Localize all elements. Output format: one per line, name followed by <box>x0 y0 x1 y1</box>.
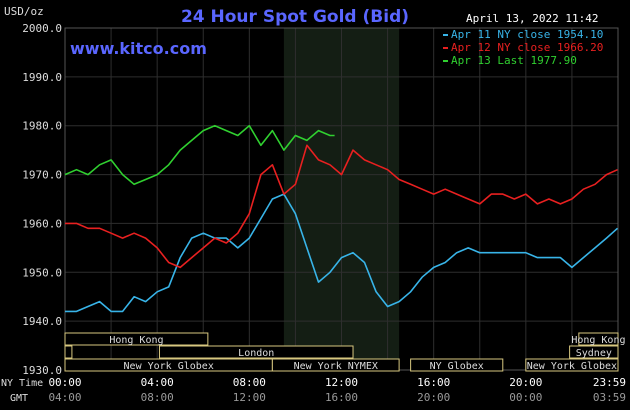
series-apr12-line <box>65 144 618 269</box>
session-label: London <box>238 348 274 359</box>
x-tick-label-gmt: 08:00 <box>141 391 174 404</box>
y-tick-label: 1980.0 <box>22 120 62 133</box>
legend-entry: Apr 11 NY close 1954.10 <box>451 28 603 41</box>
x-tick-label-gmt: 00:00 <box>509 391 542 404</box>
series-apr11-line <box>65 193 619 313</box>
session-bar <box>158 345 354 359</box>
y-tick-label: 2000.0 <box>22 22 62 35</box>
x-tick-label-gmt: 12:00 <box>233 391 266 404</box>
legend-entry: Apr 12 NY close 1966.20 <box>451 41 603 54</box>
x-tick-label-gmt: 16:00 <box>325 391 358 404</box>
legend-entry: Apr 13 Last 1977.90 <box>451 54 577 67</box>
ny-time-label: NY Time <box>1 378 43 389</box>
session-bar <box>410 358 504 372</box>
x-tick-label-gmt: 04:00 <box>48 391 81 404</box>
session-bar <box>64 345 73 359</box>
series-apr13-line <box>64 124 335 186</box>
x-tick-label-ny: 12:00 <box>325 376 358 389</box>
legend-swatch <box>443 34 448 36</box>
chart-title: 24 Hour Spot Gold (Bid) <box>181 7 409 27</box>
session-label: Hong Kong <box>109 335 163 346</box>
x-axis-tick-labels: 00:00 04:00 04:00 08:00 08:00 12:00 12:00 16:00… <box>48 376 626 404</box>
y-tick-label: 1960.0 <box>22 217 62 230</box>
session-bar <box>578 332 619 346</box>
gmt-label: GMT <box>10 393 28 404</box>
y-tick-label: 1990.0 <box>22 71 62 84</box>
x-tick-label-ny: 08:00 <box>233 376 266 389</box>
session-label: New York Globex <box>124 361 214 372</box>
x-tick-label-ny: 04:00 <box>141 376 174 389</box>
watermark: www.kitco.com <box>70 39 207 58</box>
session-label: Sydney <box>576 348 612 359</box>
x-tick-label-ny: 16:00 <box>417 376 450 389</box>
session-bar <box>64 332 209 346</box>
session-label: NY Globex <box>430 361 484 372</box>
session-bar <box>525 358 619 372</box>
legend-swatch <box>443 47 448 49</box>
y-tick-label: 1950.0 <box>22 266 62 279</box>
session-bar <box>569 345 619 359</box>
session-label: New York Globex <box>527 361 617 372</box>
session-label: Hong Kong <box>571 335 625 346</box>
price-series <box>64 124 619 313</box>
y-axis-tick-labels: 1930.0 1940.0 1950.0 1960.0 1970.0 1980.0 1990… <box>22 22 62 377</box>
x-tick-label-ny: 23:59 <box>593 376 626 389</box>
x-tick-label-ny: 00:00 <box>48 376 81 389</box>
y-tick-label: 1930.0 <box>22 364 62 377</box>
x-tick-label-gmt: 03:59 <box>593 391 626 404</box>
date-time-stamp: April 13, 2022 11:42 <box>466 12 598 25</box>
unit-label: USD/oz <box>4 5 44 18</box>
legend-swatch <box>443 60 448 62</box>
x-tick-label-gmt: 20:00 <box>417 391 450 404</box>
x-tick-label-ny: 20:00 <box>509 376 542 389</box>
y-tick-label: 1970.0 <box>22 169 62 182</box>
session-label: New York NYMEX <box>294 361 378 372</box>
trading-sessions: Hong Kong Hong Kong Sydney London New York G… <box>64 332 626 372</box>
session-bar <box>271 358 400 372</box>
y-tick-label: 1940.0 <box>22 315 62 328</box>
